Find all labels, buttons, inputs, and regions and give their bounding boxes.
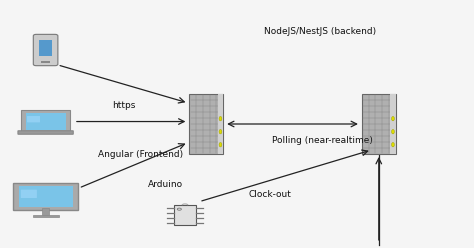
Bar <box>41 61 50 63</box>
Ellipse shape <box>219 117 222 121</box>
Text: Arduino: Arduino <box>147 180 182 189</box>
Ellipse shape <box>392 117 394 121</box>
Bar <box>218 94 223 154</box>
Bar <box>26 113 66 130</box>
FancyBboxPatch shape <box>173 205 196 225</box>
Bar <box>42 209 49 215</box>
FancyBboxPatch shape <box>27 116 40 122</box>
Ellipse shape <box>392 143 394 147</box>
Bar <box>18 186 73 207</box>
Ellipse shape <box>219 129 222 134</box>
Bar <box>33 215 59 217</box>
Text: NodeJS/NestJS (backend): NodeJS/NestJS (backend) <box>264 27 376 36</box>
Bar <box>189 94 223 154</box>
Text: Clock-out: Clock-out <box>249 190 292 199</box>
FancyBboxPatch shape <box>18 131 73 134</box>
Bar <box>362 94 396 154</box>
Text: Polling (near-realtime): Polling (near-realtime) <box>273 135 374 145</box>
FancyBboxPatch shape <box>21 110 70 132</box>
Ellipse shape <box>219 143 222 147</box>
Text: Angular (Frontend): Angular (Frontend) <box>98 150 182 159</box>
FancyBboxPatch shape <box>21 190 37 198</box>
Bar <box>39 40 53 56</box>
Text: https: https <box>112 101 135 110</box>
FancyBboxPatch shape <box>33 34 58 66</box>
FancyBboxPatch shape <box>13 183 78 211</box>
Ellipse shape <box>392 129 394 134</box>
Bar <box>390 94 396 154</box>
